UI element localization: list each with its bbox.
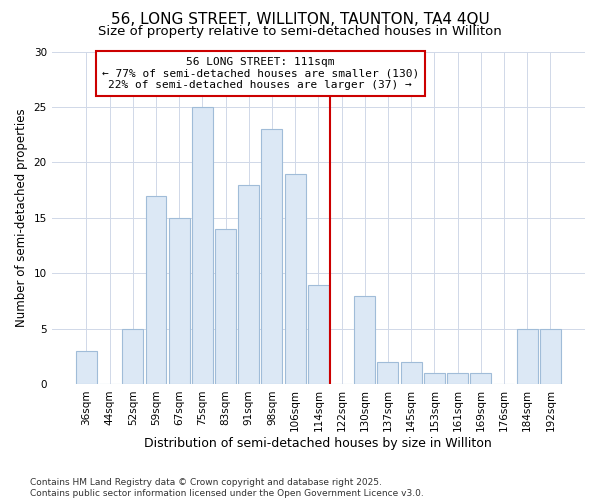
Text: 56 LONG STREET: 111sqm
← 77% of semi-detached houses are smaller (130)
22% of se: 56 LONG STREET: 111sqm ← 77% of semi-det… xyxy=(102,57,419,90)
Text: 56, LONG STREET, WILLITON, TAUNTON, TA4 4QU: 56, LONG STREET, WILLITON, TAUNTON, TA4 … xyxy=(110,12,490,28)
Bar xyxy=(262,129,283,384)
Bar xyxy=(447,374,468,384)
Bar xyxy=(284,174,305,384)
Bar xyxy=(401,362,422,384)
Bar xyxy=(215,229,236,384)
Bar xyxy=(470,374,491,384)
Bar xyxy=(424,374,445,384)
Bar xyxy=(192,107,213,384)
Bar xyxy=(169,218,190,384)
Y-axis label: Number of semi-detached properties: Number of semi-detached properties xyxy=(15,108,28,328)
Bar xyxy=(76,351,97,384)
Bar xyxy=(540,329,561,384)
Bar xyxy=(377,362,398,384)
X-axis label: Distribution of semi-detached houses by size in Williton: Distribution of semi-detached houses by … xyxy=(145,437,492,450)
Text: Contains HM Land Registry data © Crown copyright and database right 2025.
Contai: Contains HM Land Registry data © Crown c… xyxy=(30,478,424,498)
Bar xyxy=(308,284,329,384)
Bar xyxy=(146,196,166,384)
Bar xyxy=(354,296,375,384)
Bar xyxy=(517,329,538,384)
Bar xyxy=(122,329,143,384)
Text: Size of property relative to semi-detached houses in Williton: Size of property relative to semi-detach… xyxy=(98,25,502,38)
Bar xyxy=(238,184,259,384)
